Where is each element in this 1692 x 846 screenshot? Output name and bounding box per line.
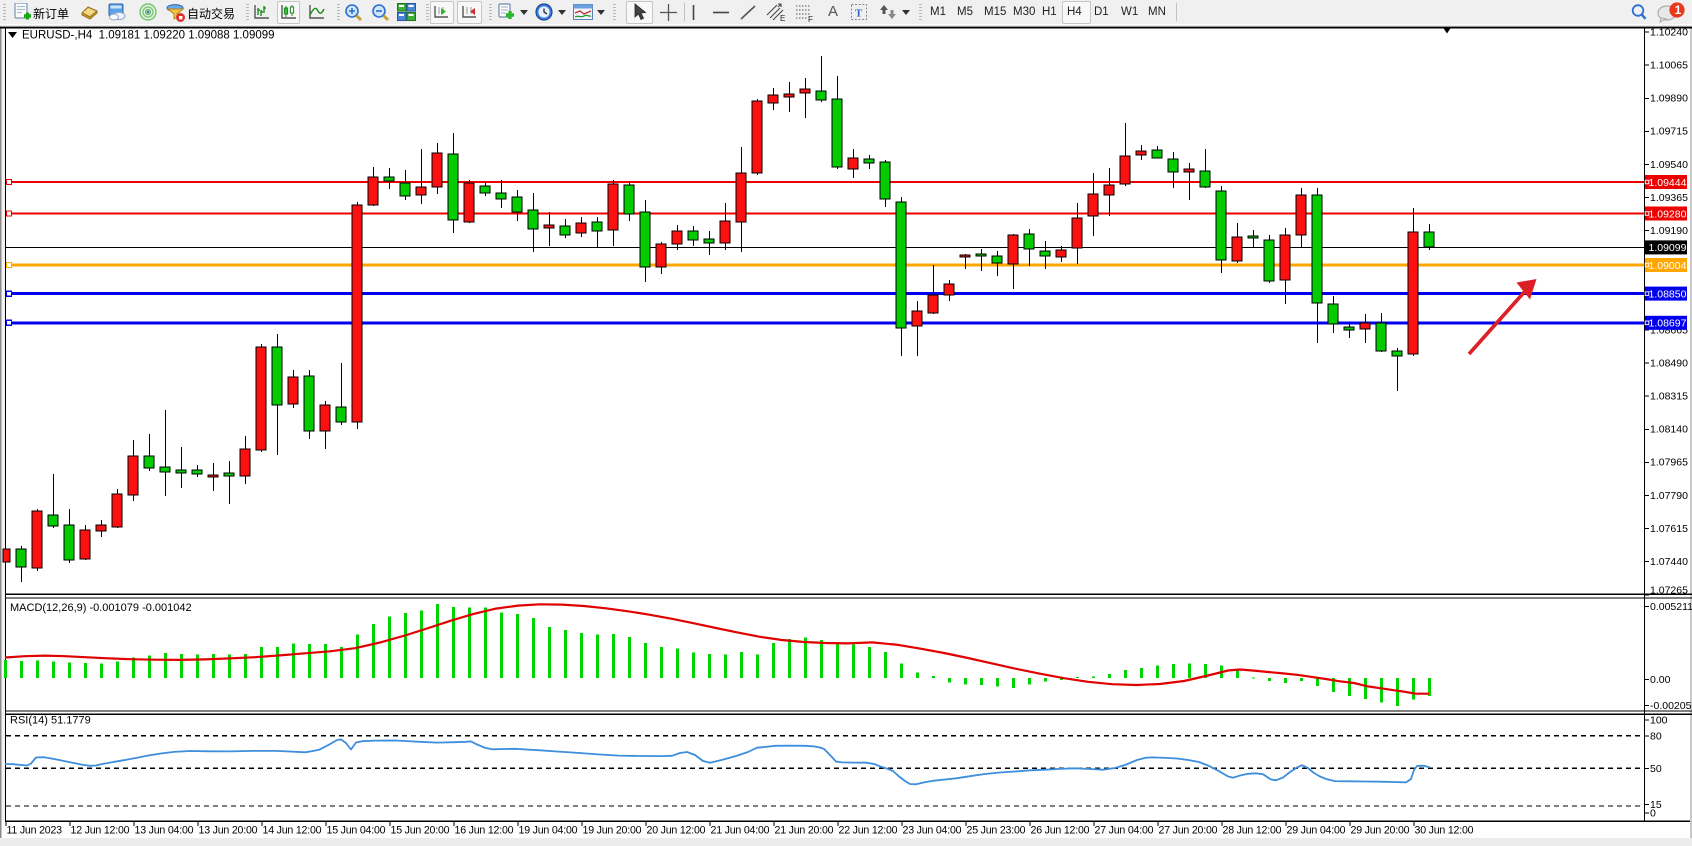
svg-text:0.005211: 0.005211 [1650,601,1692,613]
svg-text:28 Jun 12:00: 28 Jun 12:00 [1223,825,1282,837]
svg-text:19 Jun 20:00: 19 Jun 20:00 [583,825,642,837]
svg-text:MACD(12,26,9) -0.001079 -0.001: MACD(12,26,9) -0.001079 -0.001042 [10,602,192,614]
svg-text:19 Jun 04:00: 19 Jun 04:00 [519,825,578,837]
svg-text:1.08490: 1.08490 [1650,357,1688,369]
svg-text:-0.00205: -0.00205 [1650,700,1692,712]
svg-text:RSI(14) 51.1779: RSI(14) 51.1779 [10,715,91,727]
svg-text:1.08315: 1.08315 [1650,391,1688,403]
svg-text:100: 100 [1650,714,1668,726]
svg-text:50: 50 [1650,763,1662,775]
svg-text:0.00: 0.00 [1650,674,1671,686]
svg-text:20 Jun 12:00: 20 Jun 12:00 [647,825,706,837]
svg-text:1.08697: 1.08697 [1649,318,1687,330]
svg-text:1.07440: 1.07440 [1650,556,1688,568]
svg-text:1.09365: 1.09365 [1650,192,1688,204]
svg-text:29 Jun 04:00: 29 Jun 04:00 [1287,825,1346,837]
svg-text:12 Jun 12:00: 12 Jun 12:00 [71,825,130,837]
svg-text:22 Jun 12:00: 22 Jun 12:00 [839,825,898,837]
svg-text:16 Jun 12:00: 16 Jun 12:00 [455,825,514,837]
svg-text:1.08850: 1.08850 [1649,288,1687,300]
svg-text:1.09099: 1.09099 [1649,242,1687,254]
svg-text:27 Jun 20:00: 27 Jun 20:00 [1159,825,1218,837]
svg-text:1.09890: 1.09890 [1650,93,1688,105]
svg-text:1.07790: 1.07790 [1650,490,1688,502]
svg-text:1.09540: 1.09540 [1650,159,1688,171]
svg-text:1.09004: 1.09004 [1649,260,1687,272]
svg-text:EURUSD-,H4 1.09181 1.09220 1.: EURUSD-,H4 1.09181 1.09220 1.09088 1.090… [22,30,275,42]
svg-text:1.07615: 1.07615 [1650,523,1688,535]
svg-text:21 Jun 20:00: 21 Jun 20:00 [775,825,834,837]
svg-text:E: E [780,14,785,23]
svg-text:15: 15 [1650,799,1662,811]
svg-text:27 Jun 04:00: 27 Jun 04:00 [1095,825,1154,837]
svg-text:1.09715: 1.09715 [1650,126,1688,138]
svg-text:1.10065: 1.10065 [1650,60,1688,72]
svg-text:29 Jun 20:00: 29 Jun 20:00 [1351,825,1410,837]
svg-text:1.08140: 1.08140 [1650,424,1688,436]
svg-text:1.07265: 1.07265 [1650,584,1688,596]
svg-text:1.07965: 1.07965 [1650,457,1688,469]
svg-text:1: 1 [1675,3,1682,17]
svg-text:80: 80 [1650,731,1662,743]
svg-text:15 Jun 04:00: 15 Jun 04:00 [327,825,386,837]
svg-text:30 Jun 12:00: 30 Jun 12:00 [1415,825,1474,837]
svg-text:13 Jun 20:00: 13 Jun 20:00 [199,825,258,837]
svg-text:T: T [855,8,863,20]
svg-text:F: F [808,15,813,23]
svg-text:1.09280: 1.09280 [1649,208,1687,220]
svg-text:0: 0 [1650,807,1656,819]
svg-text:11 Jun 2023: 11 Jun 2023 [7,825,63,837]
svg-text:13 Jun 04:00: 13 Jun 04:00 [135,825,194,837]
svg-text:1.09190: 1.09190 [1650,225,1688,237]
svg-text:14 Jun 12:00: 14 Jun 12:00 [263,825,322,837]
svg-text:21 Jun 04:00: 21 Jun 04:00 [711,825,770,837]
svg-text:15 Jun 20:00: 15 Jun 20:00 [391,825,450,837]
svg-text:26 Jun 12:00: 26 Jun 12:00 [1031,825,1090,837]
svg-text:1.09444: 1.09444 [1649,177,1687,189]
svg-text:23 Jun 04:00: 23 Jun 04:00 [903,825,962,837]
svg-text:1.10240: 1.10240 [1650,26,1688,38]
svg-text:25 Jun 23:00: 25 Jun 23:00 [967,825,1026,837]
